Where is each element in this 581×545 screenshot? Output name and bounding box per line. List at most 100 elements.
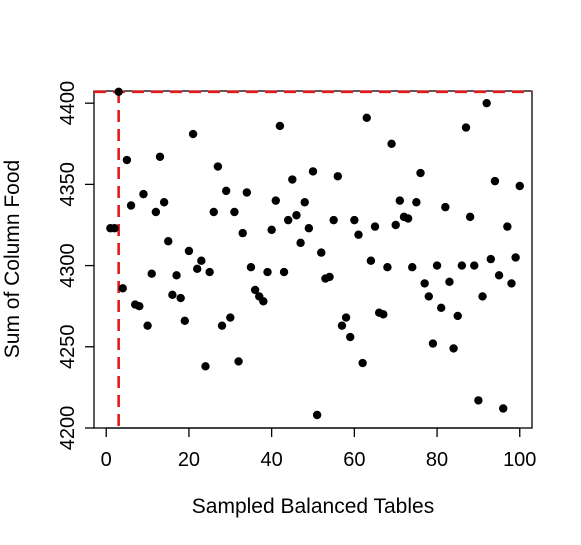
data-point	[312, 410, 322, 420]
data-point	[238, 228, 247, 238]
data-point	[383, 263, 392, 272]
data-point	[209, 207, 218, 217]
x-tick-label: 80	[426, 449, 448, 471]
data-point	[267, 225, 276, 235]
data-point	[449, 344, 458, 353]
data-point	[428, 339, 438, 348]
data-point	[168, 290, 177, 300]
data-point	[362, 113, 371, 122]
data-point	[354, 230, 363, 239]
data-point	[263, 267, 272, 277]
data-point	[486, 254, 496, 264]
data-point	[234, 357, 243, 366]
data-point	[416, 168, 425, 178]
data-point	[184, 246, 194, 256]
data-point	[242, 188, 252, 197]
data-point	[139, 189, 148, 199]
data-point	[391, 220, 400, 230]
data-point	[114, 87, 123, 97]
x-tick-label: 100	[503, 449, 536, 471]
data-point	[337, 321, 347, 330]
data-point	[403, 214, 413, 223]
data-point	[341, 313, 351, 322]
data-point	[350, 215, 359, 225]
data-point	[155, 152, 165, 161]
data-point	[412, 198, 421, 207]
data-point	[465, 212, 475, 222]
data-point	[230, 207, 239, 217]
y-tick-label: 4300	[57, 243, 79, 288]
data-point	[424, 292, 433, 301]
data-point	[292, 211, 301, 220]
data-point	[333, 172, 343, 181]
data-point	[193, 264, 202, 274]
data-point	[304, 224, 314, 233]
data-point	[259, 297, 268, 306]
data-point	[226, 313, 235, 322]
y-axis: 4200 4250 4300 4350 4400	[57, 81, 94, 450]
y-tick-label: 4400	[57, 81, 79, 126]
data-point	[457, 261, 467, 270]
data-point	[147, 269, 156, 278]
data-point	[329, 215, 338, 225]
data-point	[213, 162, 223, 171]
data-points	[106, 87, 524, 420]
data-point	[470, 261, 479, 270]
data-point	[279, 267, 289, 277]
data-point	[217, 321, 227, 330]
data-point	[453, 311, 462, 321]
data-point	[317, 248, 326, 257]
data-point	[188, 129, 198, 139]
data-point	[110, 224, 119, 233]
data-point	[201, 362, 210, 371]
data-point	[246, 263, 256, 272]
data-point	[275, 121, 285, 131]
data-point	[490, 176, 500, 186]
data-point	[197, 256, 206, 265]
y-tick-label: 4200	[57, 406, 79, 451]
data-point	[408, 263, 417, 272]
data-point	[300, 198, 309, 207]
reference-lines	[94, 90, 532, 428]
data-point	[358, 358, 367, 368]
data-point	[288, 175, 297, 184]
data-point	[499, 404, 508, 413]
data-point	[507, 279, 516, 288]
data-point	[482, 98, 491, 108]
data-point	[143, 321, 152, 330]
plot-frame	[93, 90, 533, 429]
data-point	[221, 186, 231, 196]
data-point	[420, 279, 429, 288]
data-point	[461, 123, 471, 132]
data-point	[379, 310, 388, 319]
data-point	[172, 271, 181, 280]
data-point	[387, 139, 396, 148]
data-point	[250, 285, 260, 295]
x-tick-label: 60	[343, 449, 365, 471]
y-tick-label: 4250	[57, 325, 79, 370]
data-point	[346, 332, 355, 342]
data-point	[441, 202, 450, 212]
y-axis-title: Sum of Column Food	[1, 160, 24, 358]
data-point	[283, 215, 293, 225]
data-point	[494, 271, 504, 280]
data-point	[308, 167, 318, 176]
x-tick-label: 0	[101, 449, 112, 471]
data-point	[515, 181, 524, 191]
data-point	[370, 222, 380, 231]
data-point	[122, 155, 132, 165]
data-point	[159, 198, 169, 207]
data-point	[325, 272, 334, 282]
data-point	[205, 267, 214, 277]
data-point	[511, 253, 520, 262]
data-point	[164, 237, 173, 246]
data-point	[118, 284, 127, 293]
x-tick-label: 40	[261, 449, 283, 471]
data-point	[445, 277, 454, 287]
data-point	[366, 256, 376, 265]
x-tick-label: 20	[178, 449, 200, 471]
data-point	[135, 301, 144, 311]
data-point	[503, 222, 512, 231]
data-point	[180, 316, 190, 326]
